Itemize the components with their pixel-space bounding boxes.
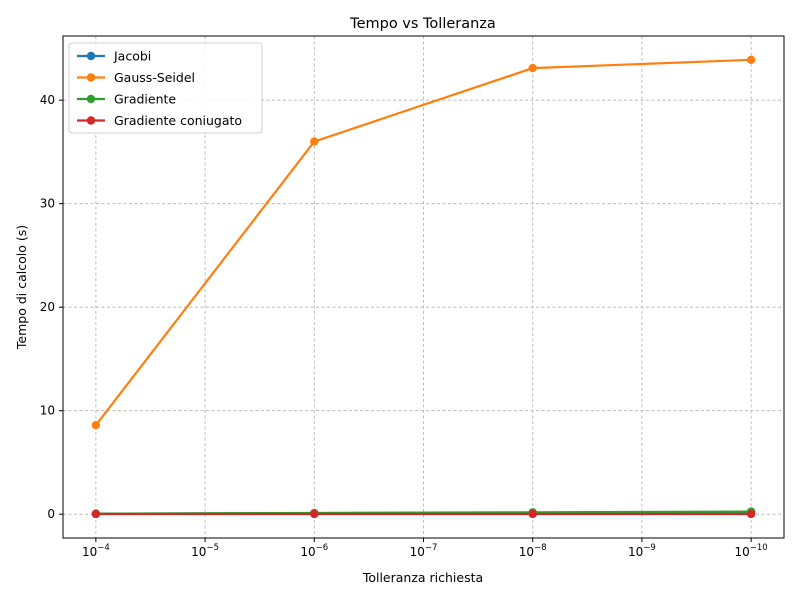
legend-item: Gauss-Seidel [77,70,195,85]
data-point [746,55,756,65]
legend: Jacobi Gauss-Seidel Gradiente Gradiente con… [68,42,263,134]
x-tick-label: 10−10 [735,543,768,559]
data-point [310,137,319,146]
legend-marker [86,116,96,125]
axis-ticks: 10−4 10−5 10−6 10−7 10−8 10−9 10−10 0 10 20 30 40 [40,93,768,559]
legend-label: Gradiente coniugato [114,113,242,128]
legend-marker [86,94,96,104]
data-point [528,63,537,73]
data-point [746,509,756,519]
y-axis-label: Tempo di calcolo (s) [14,225,29,350]
series-line [94,58,752,426]
series-gauss-seidel [91,55,756,430]
legend-label: Gauss-Seidel [114,70,195,85]
legend-marker [86,73,96,82]
legend-box [68,42,263,134]
x-tick-label: 10−4 [82,543,110,559]
series-gradiente-coniugato [91,509,756,519]
x-tick-label: 10−8 [519,543,547,559]
x-axis-label: Tolleranza richiesta [362,570,483,585]
legend-item: Jacobi [77,49,151,64]
data-point [91,509,101,519]
legend-label: Jacobi [113,49,151,64]
chart-title: Tempo vs Tolleranza [349,16,496,32]
legend-marker [86,51,96,61]
data-point [91,420,101,430]
y-tick-label: 30 [40,197,55,211]
y-tick-label: 0 [47,507,55,521]
data-point [528,509,537,519]
x-tick-label: 10−7 [410,543,438,559]
legend-label: Gradiente [114,92,176,107]
series-layer [91,55,756,519]
x-tick-label: 10−9 [628,543,656,559]
legend-item: Gradiente coniugato [77,113,242,128]
x-tick-label: 10−6 [300,543,328,559]
y-tick-label: 20 [40,300,55,314]
x-tick-label: 10−5 [191,543,219,559]
data-point [310,509,319,519]
y-tick-label: 10 [40,404,55,418]
y-tick-label: 40 [40,93,55,107]
legend-item: Gradiente [77,92,176,107]
